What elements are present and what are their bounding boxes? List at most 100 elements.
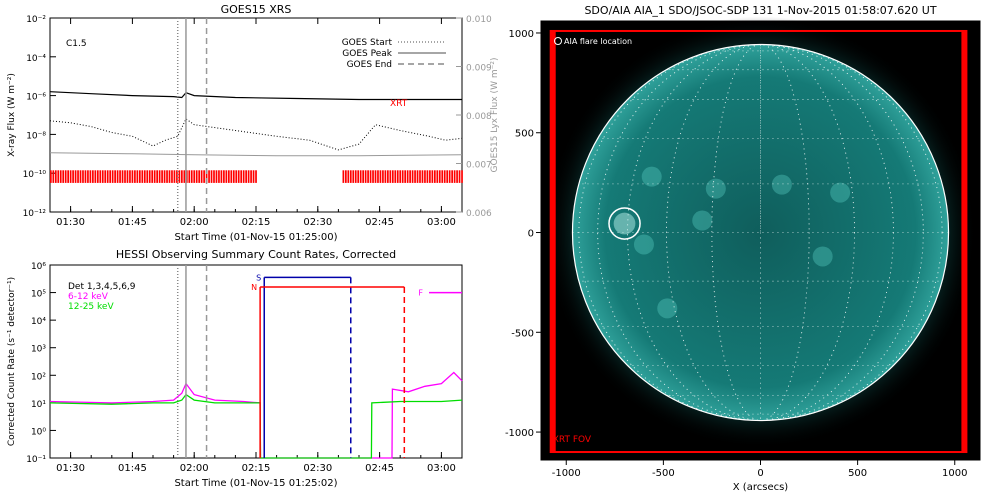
goes-xrt-coverage-tick bbox=[59, 170, 62, 183]
goes-legend-label: GOES Peak bbox=[342, 49, 392, 59]
aia-y-tick-label: 0 bbox=[528, 229, 534, 240]
goes-xrt-coverage-tick bbox=[237, 170, 240, 183]
goes-xrt-coverage-tick bbox=[433, 170, 436, 183]
goes-xrt-coverage-tick bbox=[414, 170, 416, 183]
goes-y2-axis-label: GOES15 Lyx Flux (W m⁻²) bbox=[490, 58, 500, 173]
hessi-y-tick-label: 10² bbox=[31, 372, 46, 382]
goes-xrt-coverage-tick bbox=[89, 170, 92, 183]
goes-xrt-coverage-tick bbox=[255, 170, 257, 183]
aia-active-region bbox=[692, 210, 713, 231]
goes-xrt-coverage-tick bbox=[138, 170, 141, 183]
hessi-legend-label: 12-25 keV bbox=[68, 302, 114, 312]
goes-xrt-coverage-tick bbox=[406, 170, 409, 183]
goes-xrt-coverage-tick bbox=[235, 170, 238, 183]
hessi-y-tick-label: 10⁶ bbox=[31, 262, 46, 272]
goes-xrt-coverage-tick bbox=[372, 170, 374, 183]
goes-series-long bbox=[49, 91, 462, 101]
aia-active-region bbox=[633, 234, 654, 255]
hessi-y-tick-label: 10⁴ bbox=[31, 317, 46, 327]
goes-xrt-coverage-tick bbox=[451, 170, 453, 183]
goes-y2-tick-label: 0.008 bbox=[466, 112, 492, 122]
goes-xrt-coverage-tick bbox=[82, 170, 84, 183]
goes-legend-label: GOES Start bbox=[342, 38, 393, 48]
goes-xrt-coverage-tick bbox=[441, 170, 444, 183]
goes-xrt-coverage-tick bbox=[163, 170, 166, 183]
goes-xrt-coverage-tick bbox=[419, 170, 421, 183]
goes-xrt-coverage-tick bbox=[349, 170, 352, 183]
aia-grid-meridian bbox=[578, 44, 943, 421]
goes-series-short bbox=[49, 118, 463, 151]
aia-flare-legend-label: AIA flare location bbox=[564, 37, 632, 46]
goes-xrt-coverage-tick bbox=[429, 170, 431, 183]
hessi-y-tick-label: 10⁻¹ bbox=[26, 455, 46, 465]
goes-xrt-coverage-tick bbox=[453, 170, 456, 183]
goes-xrt-coverage-tick bbox=[389, 170, 392, 183]
aia-y-tick-label: -1000 bbox=[505, 428, 534, 439]
goes-xrt-coverage-tick bbox=[461, 170, 463, 183]
goes-xrt-coverage-tick bbox=[342, 170, 345, 183]
goes-xrt-coverage-tick bbox=[116, 170, 119, 183]
goes-y-tick-label: 10⁻⁸ bbox=[26, 131, 46, 141]
goes-xrt-coverage-tick bbox=[247, 170, 250, 183]
goes-xrt-coverage-tick bbox=[126, 170, 129, 183]
goes-xrt-coverage-tick bbox=[62, 170, 65, 183]
goes-xrt-coverage-tick bbox=[357, 170, 360, 183]
goes-xrt-coverage-tick bbox=[438, 170, 441, 183]
hessi-series-12-25kev bbox=[49, 393, 463, 459]
goes-xrt-coverage-tick bbox=[193, 170, 196, 183]
goes-xrt-coverage-tick bbox=[168, 170, 171, 183]
hessi-title: HESSI Observing Summary Count Rates, Cor… bbox=[116, 248, 396, 261]
goes-xrt-coverage-tick bbox=[181, 170, 183, 183]
goes-xrt-coverage-tick bbox=[220, 170, 223, 183]
goes-xrt-coverage-tick bbox=[124, 170, 126, 183]
goes-xrt-coverage-tick bbox=[431, 170, 434, 183]
goes-xrt-coverage-tick bbox=[359, 170, 362, 183]
goes-xrt-coverage-tick bbox=[409, 170, 411, 183]
goes-xrt-coverage-tick bbox=[200, 170, 203, 183]
goes-xrt-coverage-tick bbox=[347, 170, 350, 183]
aia-active-region bbox=[705, 178, 726, 199]
goes-xrt-coverage-tick bbox=[79, 170, 82, 183]
goes-xrt-coverage-tick bbox=[252, 170, 255, 183]
goes-series-lya bbox=[49, 152, 463, 157]
hessi-y-tick-label: 10⁵ bbox=[31, 290, 46, 300]
goes-xrt-coverage-tick bbox=[382, 170, 384, 183]
aia-xrt-fov-label: XRT FOV bbox=[553, 435, 592, 445]
goes-y-tick-label: 10⁻⁶ bbox=[26, 93, 46, 103]
goes-xrt-coverage-tick bbox=[230, 170, 233, 183]
aia-y-tick-label: -500 bbox=[511, 328, 534, 339]
goes-xrt-coverage-tick bbox=[141, 170, 144, 183]
goes-y2-tick-label: 0.009 bbox=[466, 64, 492, 74]
goes-xrt-coverage-tick bbox=[416, 170, 419, 183]
aia-solar-disk bbox=[572, 44, 949, 421]
goes-y-tick-label: 10⁻¹⁰ bbox=[23, 170, 47, 180]
goes-xrt-coverage-tick bbox=[446, 170, 449, 183]
goes-xrt-coverage-tick bbox=[87, 170, 89, 183]
goes-xrt-coverage-tick bbox=[151, 170, 154, 183]
aia-active-region bbox=[771, 174, 792, 195]
goes-xrt-coverage-tick bbox=[101, 170, 104, 183]
hessi-legend-label: Det 1,3,4,5,6,9 bbox=[68, 282, 136, 292]
goes-x-tick-label: 01:45 bbox=[118, 217, 147, 228]
goes-xrt-coverage-tick bbox=[129, 170, 131, 183]
goes-y2-tick-label: 0.006 bbox=[466, 209, 492, 219]
aia-grid-meridian bbox=[666, 44, 855, 421]
goes-xrt-coverage-tick bbox=[242, 170, 245, 183]
aia-active-region bbox=[830, 182, 851, 203]
goes-xrt-coverage-tick bbox=[448, 170, 451, 183]
goes-x-tick-label: 01:30 bbox=[56, 217, 85, 228]
hessi-y-tick-label: 10⁰ bbox=[31, 427, 46, 437]
goes-xrt-coverage-tick bbox=[176, 170, 178, 183]
goes-xrt-coverage-tick bbox=[213, 170, 215, 183]
goes-xrt-coverage-tick bbox=[153, 170, 156, 183]
goes-xrt-coverage-tick bbox=[158, 170, 161, 183]
goes-x-axis-label: Start Time (01-Nov-15 01:25:00) bbox=[174, 232, 337, 243]
goes-x-tick-label: 02:15 bbox=[242, 217, 271, 228]
hessi-y-tick-label: 10³ bbox=[31, 345, 46, 355]
goes-xrt-coverage-tick bbox=[77, 170, 79, 183]
goes-xrt-coverage-tick bbox=[92, 170, 94, 183]
goes-xrt-coverage-tick bbox=[143, 170, 146, 183]
hessi-flag-N-label: N bbox=[251, 283, 257, 292]
goes-class-label: C1.5 bbox=[66, 39, 87, 49]
